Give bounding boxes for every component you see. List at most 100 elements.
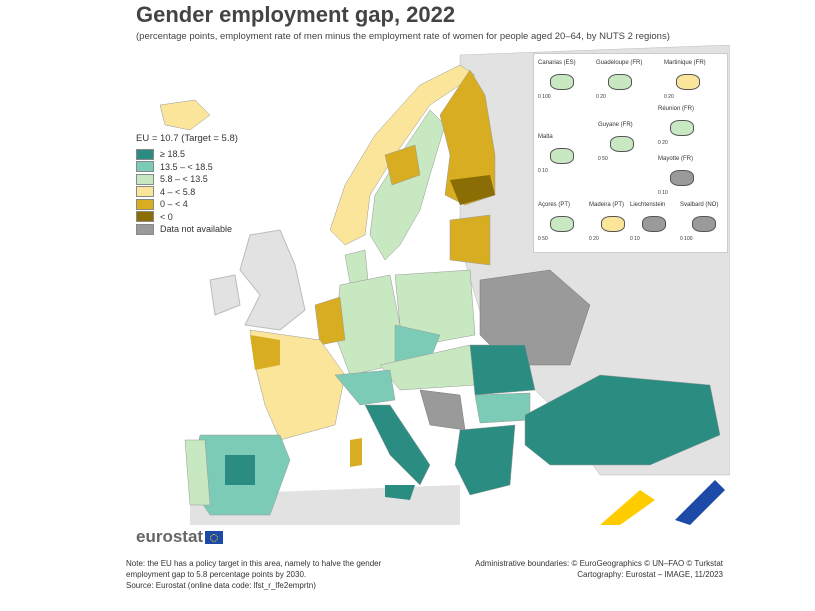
note-line: Note: the EU has a policy target in this… [126, 559, 382, 568]
region-italy-north [334, 369, 396, 406]
inset-map: Liechtenstein 0 10 [630, 202, 666, 242]
inset-map: Canarias (ES) 0 100 [538, 60, 576, 100]
inset-map: Guyane (FR) 0 50 [598, 122, 634, 162]
inset-map: Martinique (FR) 0 20 [664, 60, 706, 100]
inset-name: Martinique (FR) [664, 60, 706, 66]
inset-name: Réunion (FR) [658, 106, 695, 112]
legend-swatch [136, 148, 154, 160]
legend-swatch [136, 211, 154, 222]
inset-name: Malta [538, 134, 553, 140]
legend-item: 13.5 – < 18.5 [136, 161, 238, 173]
region-greece [454, 424, 516, 496]
inset-map: Svalbard (NO) 0 100 [680, 202, 718, 242]
inset-name: Guyane (FR) [598, 122, 633, 128]
inset-shape [550, 148, 574, 164]
inset-name: Mayotte (FR) [658, 156, 694, 162]
legend-label: 0 – < 4 [160, 199, 188, 209]
inset-scale: 0 20 [658, 140, 668, 146]
inset-scale: 0 50 [598, 156, 608, 162]
region-sicily [385, 485, 415, 500]
region-germany [334, 274, 401, 376]
inset-shape [550, 74, 574, 90]
region-sardinia [350, 438, 362, 467]
source-line: Source: Eurostat (online data code: lfst… [126, 581, 316, 590]
inset-name: Canarias (ES) [538, 60, 576, 66]
region-finland-south [450, 175, 495, 205]
legend-item: 5.8 – < 13.5 [136, 173, 238, 185]
eu-flag-icon [205, 530, 224, 544]
legend-swatch [136, 198, 154, 210]
region-bulgaria [474, 392, 531, 424]
region-turkey [524, 374, 721, 466]
credits: Administrative boundaries: © EuroGeograp… [475, 558, 723, 580]
page-title: Gender employment gap, 2022 [136, 2, 456, 27]
inset-shape [676, 74, 700, 90]
region-italy-south [364, 404, 431, 486]
legend-title: EU = 10.7 (Target = 5.8) [136, 133, 238, 144]
inset-name: Svalbard (NO) [680, 202, 719, 208]
legend-item: Data not available [136, 223, 238, 235]
inset-scale: 0 10 [658, 190, 668, 196]
map-legend: EU = 10.7 (Target = 5.8) ≥ 18.5 13.5 – < … [136, 133, 238, 236]
legend-label: 4 – < 5.8 [160, 186, 196, 197]
region-sweden-south [384, 144, 421, 186]
inset-shape [670, 120, 694, 136]
inset-scale: 0 20 [596, 94, 606, 100]
inset-map: Mayotte (FR) 0 10 [658, 156, 694, 196]
inset-maps-panel: Canarias (ES) 0 100 Guadeloupe (FR) 0 20 Mar… [533, 53, 728, 253]
footnote: Note: the EU has a policy target in this… [126, 558, 381, 591]
region-iceland [159, 99, 211, 131]
region-benelux [314, 296, 346, 346]
region-norway [329, 64, 476, 246]
inset-shape [670, 170, 694, 186]
note-line: employment gap to 5.8 percentage points … [126, 570, 307, 579]
region-poland [394, 269, 476, 346]
inset-name: Liechtenstein [630, 202, 666, 208]
inset-shape [610, 136, 634, 152]
legend-swatch [136, 173, 154, 185]
credits-cartography: Cartography: Eurostat – IMAGE, 11/2023 [577, 570, 723, 579]
legend-item: 4 – < 5.8 [136, 186, 238, 198]
inset-shape [642, 216, 666, 232]
region-sweden [369, 109, 446, 261]
legend-label: < 0 [160, 211, 173, 222]
inset-scale: 0 10 [630, 236, 640, 242]
legend-item: 0 – < 4 [136, 198, 238, 210]
region-romania [469, 344, 536, 396]
inset-map: Guadeloupe (FR) 0 20 [596, 60, 642, 100]
legend-label: Data not available [160, 224, 233, 234]
region-baltics [449, 214, 491, 266]
inset-shape [692, 216, 716, 232]
inset-shape [550, 216, 574, 232]
inset-map: Malta 0 10 [538, 134, 574, 174]
eurostat-stripe-blue [675, 480, 725, 525]
eurostat-stripe-yellow [600, 490, 655, 525]
inset-scale: 0 100 [680, 236, 693, 242]
legend-label: ≥ 18.5 [160, 149, 185, 159]
inset-map: Açores (PT) 0 50 [538, 202, 574, 242]
inset-scale: 0 100 [538, 94, 551, 100]
inset-shape [608, 74, 632, 90]
inset-name: Guadeloupe (FR) [596, 60, 643, 66]
legend-swatch [136, 161, 154, 172]
inset-scale: 0 50 [538, 236, 548, 242]
credits-boundaries: Administrative boundaries: © EuroGeograp… [474, 559, 723, 568]
inset-shape [601, 216, 625, 232]
region-spain-center [225, 455, 255, 485]
inset-scale: 0 20 [664, 94, 674, 100]
legend-swatch [136, 186, 154, 197]
region-portugal [184, 439, 211, 506]
legend-item: < 0 [136, 211, 238, 223]
inset-scale: 0 10 [538, 168, 548, 174]
region-ukraine-na [479, 269, 591, 366]
eurostat-logo: eurostat [136, 527, 224, 547]
inset-scale: 0 20 [589, 236, 599, 242]
eurostat-logo-text: eurostat [136, 527, 204, 546]
inset-name: Açores (PT) [538, 202, 571, 208]
legend-label: 13.5 – < 18.5 [160, 161, 213, 172]
legend-swatch [136, 223, 154, 235]
inset-map: Réunion (FR) 0 20 [658, 106, 694, 146]
inset-name: Madeira (PT) [589, 202, 625, 208]
legend-label: 5.8 – < 13.5 [160, 174, 208, 184]
